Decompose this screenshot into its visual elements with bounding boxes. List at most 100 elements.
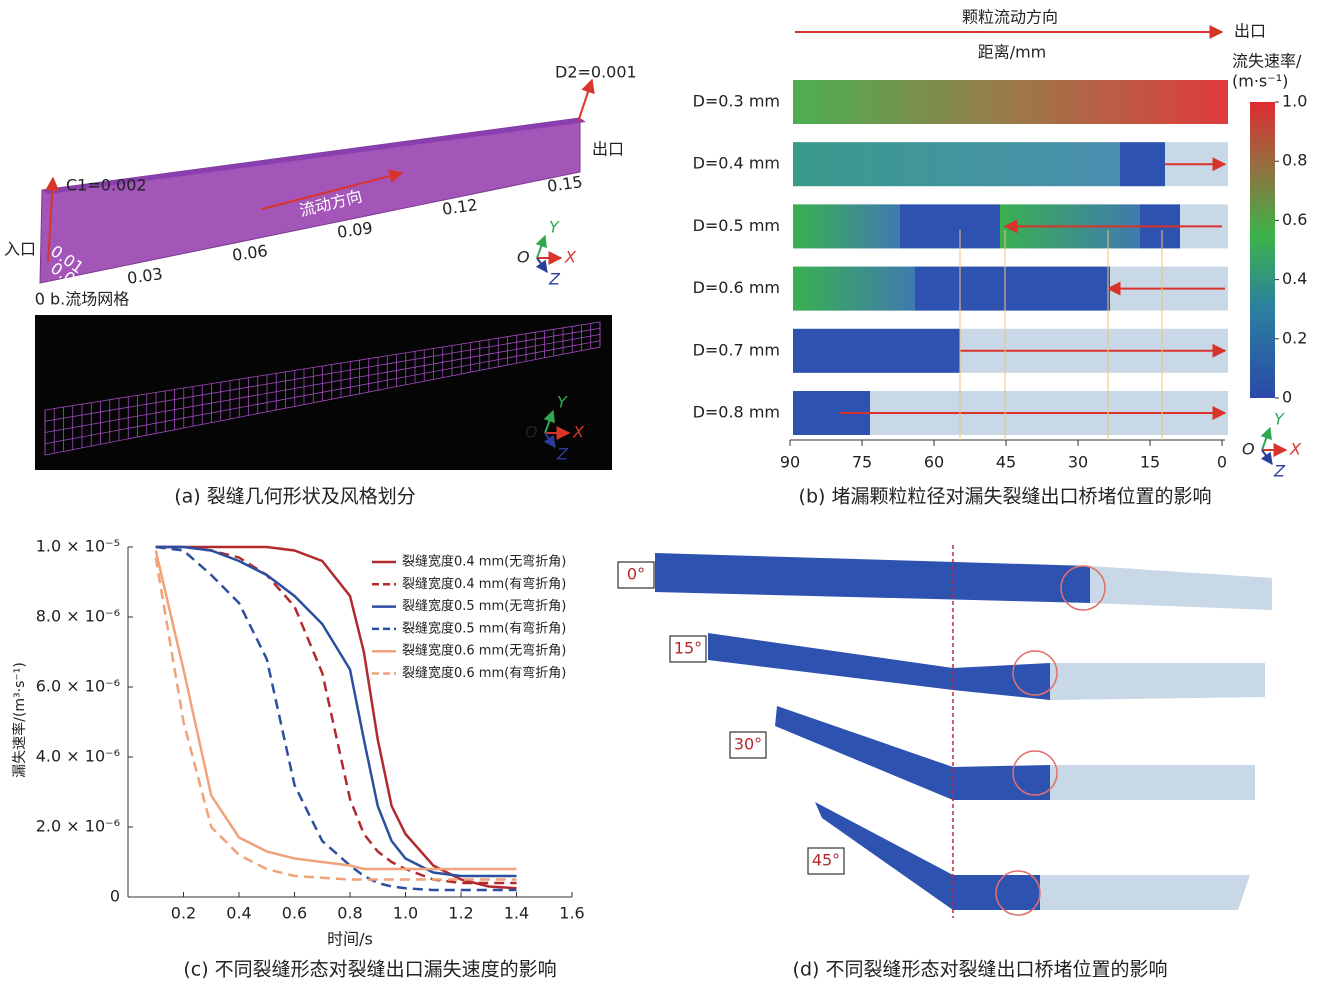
x-tick-label: 15 — [1140, 453, 1160, 472]
axis-z — [1262, 450, 1272, 464]
axis-x-label: X — [564, 248, 577, 267]
row-label: D=0.8 mm — [693, 403, 780, 422]
row-label: D=0.7 mm — [693, 340, 780, 359]
x-tick-label: 1.0 — [393, 904, 418, 923]
axis-y — [1262, 428, 1270, 450]
y-tick-label: 0 — [110, 887, 120, 906]
angle-label: 0° — [627, 565, 645, 584]
colorbar-tick-label: 0.4 — [1282, 269, 1307, 288]
length-tick-label: 0.09 — [336, 218, 374, 242]
x-tick-label: 30 — [1068, 453, 1088, 472]
figure: D2=0.001 出口 C1=0.002 入口 流动方向 b.流场网格 (a) … — [0, 0, 1322, 984]
particle-zone — [793, 80, 1228, 124]
outlet-label: 出口 — [592, 140, 624, 159]
axis-origin: O — [525, 423, 538, 442]
axis-z-label: Z — [556, 445, 569, 464]
y-tick-label: 1.0 × 10⁻⁵ — [36, 537, 120, 556]
x-tick-label: 0 — [1217, 453, 1227, 472]
y-tick-label: 8.0 × 10⁻⁶ — [36, 607, 120, 626]
row-label: D=0.4 mm — [693, 154, 780, 173]
row-label: D=0.5 mm — [693, 216, 780, 235]
axis-origin: O — [517, 248, 530, 267]
clear-zone — [1050, 663, 1265, 700]
axis-y-label: Y — [1274, 410, 1285, 429]
x-tick-label: 0.8 — [337, 904, 362, 923]
legend-label: 裂缝宽度0.6 mm(无弯折角) — [402, 643, 566, 659]
caption-c: (c) 不同裂缝形态对裂缝出口漏失速度的影响 — [183, 959, 556, 981]
y-tick-label: 6.0 × 10⁻⁶ — [36, 677, 120, 696]
length-tick-label: 0 — [33, 289, 46, 309]
mesh-title: b.流场网格 — [50, 290, 129, 309]
plugged-zone — [775, 706, 1050, 800]
caption-a: (a) 裂缝几何形状及风格划分 — [174, 486, 416, 508]
particle-flow-label: 颗粒流动方向 — [962, 8, 1058, 27]
page: D2=0.001 出口 C1=0.002 入口 流动方向 b.流场网格 (a) … — [0, 0, 1322, 984]
colorbar-tick-label: 0.6 — [1282, 210, 1307, 229]
particle-zone — [793, 204, 900, 248]
axis-y-label: Y — [549, 218, 560, 237]
axis-z-label: Z — [548, 270, 561, 289]
length-tick-label: 0.06 — [231, 241, 269, 265]
x-axis-title: 距离/mm — [978, 43, 1047, 62]
series-line — [156, 547, 517, 883]
outlet-height: D2=0.001 — [555, 63, 637, 82]
x-tick-label: 90 — [780, 453, 800, 472]
particle-zone — [793, 267, 915, 311]
x-tick-label: 0.4 — [226, 904, 251, 923]
particle-zone — [915, 267, 1110, 311]
legend-label: 裂缝宽度0.5 mm(无弯折角) — [402, 598, 566, 614]
particle-zone — [793, 142, 1120, 186]
outlet-label: 出口 — [1234, 22, 1266, 41]
particle-zone — [793, 329, 960, 373]
x-axis-title: 时间/s — [327, 930, 373, 949]
colorbar-title: 流失速率/ — [1232, 52, 1302, 71]
row-label: D=0.6 mm — [693, 278, 780, 297]
colorbar-tick-label: 1.0 — [1282, 92, 1307, 111]
x-tick-label: 1.6 — [559, 904, 584, 923]
legend-label: 裂缝宽度0.4 mm(无弯折角) — [402, 554, 566, 570]
colorbar-tick-label: 0.8 — [1282, 151, 1307, 170]
legend-label: 裂缝宽度0.5 mm(有弯折角) — [402, 620, 566, 636]
x-tick-label: 45 — [996, 453, 1016, 472]
clear-zone — [1090, 566, 1272, 610]
x-tick-label: 0.2 — [171, 904, 196, 923]
x-tick-label: 1.2 — [448, 904, 473, 923]
axis-y-label: Y — [557, 393, 568, 412]
x-tick-label: 1.4 — [504, 904, 529, 923]
angle-label: 15° — [674, 639, 702, 658]
axis-z — [537, 258, 547, 272]
particle-zone — [900, 204, 1000, 248]
colorbar-title: (m·s⁻¹) — [1232, 72, 1288, 91]
y-tick-label: 4.0 × 10⁻⁶ — [36, 747, 120, 766]
mesh-panel — [35, 315, 612, 470]
axis-origin: O — [1242, 440, 1255, 459]
length-tick-label: 0.15 — [546, 172, 584, 196]
colorbar-tick-label: 0 — [1282, 388, 1292, 407]
colorbar — [1250, 102, 1275, 398]
caption-d: (d) 不同裂缝形态对裂缝出口桥堵位置的影响 — [793, 959, 1168, 981]
row-label: D=0.3 mm — [693, 92, 780, 111]
x-tick-label: 60 — [924, 453, 944, 472]
length-tick-label: 0.03 — [126, 264, 164, 288]
outlet-arrow — [578, 80, 592, 122]
axis-z-label: Z — [1273, 462, 1286, 481]
legend-label: 裂缝宽度0.4 mm(有弯折角) — [402, 576, 566, 592]
axis-x-label: X — [572, 423, 585, 442]
plugged-zone — [815, 802, 1040, 910]
plugged-zone — [655, 553, 1090, 603]
series-line — [156, 547, 517, 876]
caption-b: (b) 堵漏颗粒粒径对漏失裂缝出口桥堵位置的影响 — [799, 486, 1212, 508]
clear-zone — [1040, 875, 1250, 910]
colorbar-tick-label: 0.2 — [1282, 328, 1307, 347]
y-axis-title: 漏失速率/(m³·s⁻¹) — [11, 662, 28, 778]
angle-label: 30° — [734, 735, 762, 754]
plugged-zone — [708, 633, 1050, 700]
angle-label: 45° — [812, 851, 840, 870]
x-tick-label: 75 — [852, 453, 872, 472]
legend-label: 裂缝宽度0.6 mm(有弯折角) — [402, 665, 566, 681]
y-tick-label: 2.0 × 10⁻⁶ — [36, 817, 120, 836]
x-tick-label: 0.6 — [282, 904, 307, 923]
particle-zone — [1120, 142, 1165, 186]
inlet-height: C1=0.002 — [66, 176, 147, 195]
axis-x-label: X — [1289, 440, 1302, 459]
